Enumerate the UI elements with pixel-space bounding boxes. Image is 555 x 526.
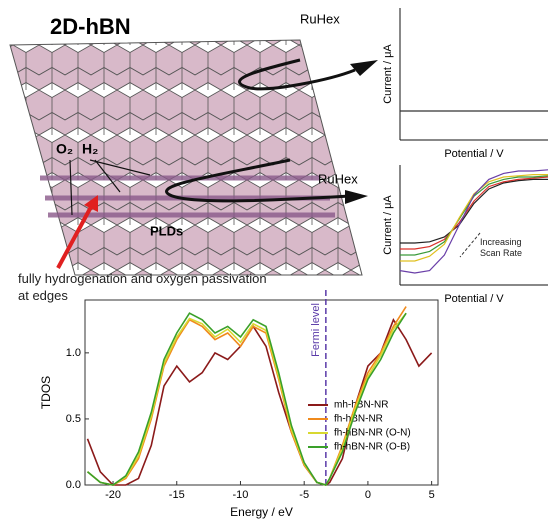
series-line	[400, 174, 548, 262]
legend-label: fh-hBN-NR (O-N)	[334, 428, 411, 439]
x-tick-label: 5	[429, 489, 435, 501]
x-tick-label: -20	[105, 489, 121, 501]
plot-frame	[84, 299, 439, 486]
legend-label: fh-hBN-NR (O-B)	[334, 442, 410, 453]
x-tick-label: -15	[169, 489, 185, 501]
y-axis-label: TDOS	[39, 376, 53, 409]
series-line	[400, 178, 548, 244]
arrow-head	[345, 190, 368, 204]
annotation-arrow	[459, 232, 481, 258]
arrow-head	[84, 195, 98, 212]
red-arrow	[56, 204, 94, 269]
legend-label: fh-hBN-NR	[334, 414, 383, 425]
series-line	[399, 169, 549, 274]
label: PLDs	[150, 223, 183, 238]
y-tick-label: 0.5	[66, 413, 81, 425]
series-line	[86, 312, 407, 486]
x-tick-label: 0	[365, 489, 371, 501]
series-line	[86, 318, 433, 486]
y-axis-label: Current / μA	[382, 195, 394, 255]
series-line	[400, 176, 549, 250]
legend-label: mh-hBN-NR	[334, 400, 388, 411]
annotation: Increasing Scan Rate	[480, 237, 523, 258]
label: H₂	[82, 141, 98, 157]
label: RuHex	[318, 171, 358, 186]
caption: fully hydrogenation and oxygen passivati…	[18, 271, 267, 303]
schematic-title: 2D-hBN	[50, 14, 131, 39]
label: O₂	[56, 141, 73, 157]
y-tick-label: 0.0	[66, 479, 81, 491]
fermi-label: Fermi level	[310, 303, 322, 357]
y-axis-label: Current / μA	[382, 44, 394, 104]
series-line	[86, 306, 407, 486]
x-axis-label: Potential / V	[444, 148, 504, 160]
arrow-head	[350, 60, 378, 76]
y-tick-label: 1.0	[66, 347, 81, 359]
label: RuHex	[300, 11, 340, 26]
series-line	[86, 312, 407, 486]
x-tick-label: -5	[299, 489, 309, 501]
flow-paths	[165, 58, 356, 203]
x-axis-label: Energy / eV	[230, 505, 293, 519]
x-tick-label: -10	[233, 489, 249, 501]
x-axis-label: Potential / V	[444, 293, 504, 305]
hbn-lattice	[9, 39, 363, 276]
gas-arrows	[69, 159, 151, 216]
